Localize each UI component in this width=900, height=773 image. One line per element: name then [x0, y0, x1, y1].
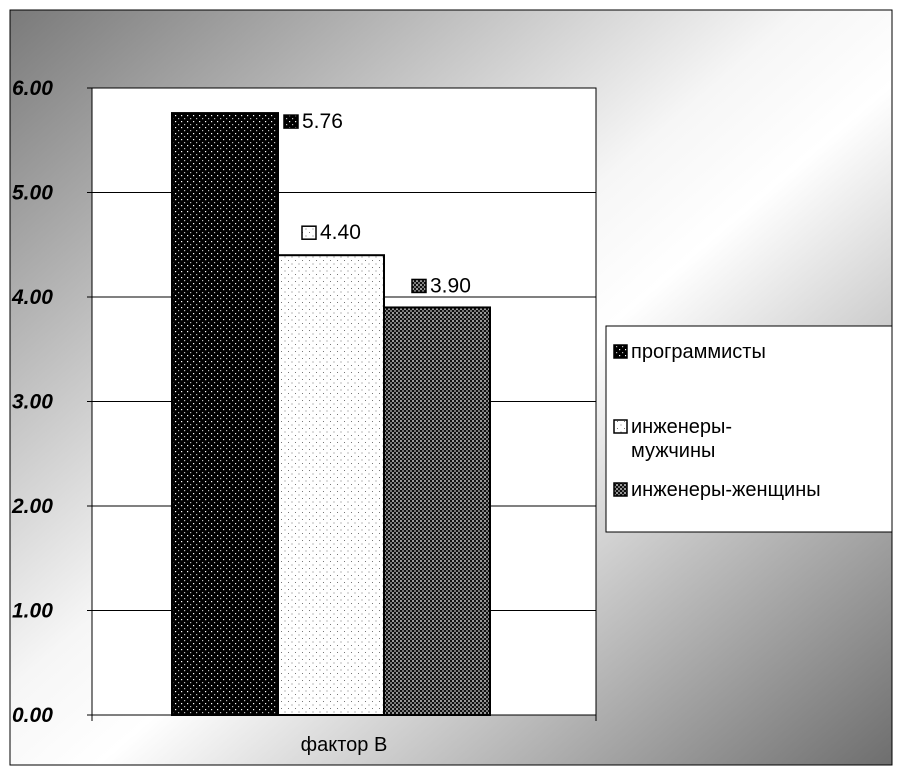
- data-label-key: [301, 225, 317, 240]
- legend-label: мужчины: [631, 440, 715, 462]
- bar-3: [383, 306, 491, 716]
- y-tick-label: 5.00: [12, 182, 53, 205]
- bar-2: [277, 254, 385, 716]
- legend-label: программисты: [631, 341, 766, 363]
- legend-swatch: [613, 344, 628, 359]
- y-axis: 0.00 1.00 2.00 3.00 4.00 5.00 6.00: [11, 77, 93, 727]
- y-tick-label: 0.00: [12, 704, 53, 727]
- legend-box: [605, 325, 893, 533]
- data-label-key: [283, 114, 299, 129]
- x-tick-label: фактор В: [301, 734, 388, 756]
- legend-swatch: [613, 419, 628, 434]
- legend: программисты инженеры-мужчины инженеры-жен…: [605, 325, 893, 533]
- data-labels: 5.76 4.40 3.90: [283, 110, 471, 297]
- data-label-key: [411, 278, 427, 294]
- bars: [171, 112, 491, 716]
- legend-label: инженеры-: [631, 416, 732, 438]
- data-label: 3.90: [430, 274, 471, 297]
- data-label: 5.76: [302, 110, 343, 133]
- x-axis: фактор В: [91, 714, 597, 756]
- bar-1: [171, 112, 279, 716]
- data-label: 4.40: [320, 221, 361, 244]
- legend-swatch: [613, 482, 628, 497]
- y-tick-label: 3.00: [12, 391, 53, 414]
- legend-label: инженеры-женщины: [631, 479, 821, 501]
- y-tick-label: 4.00: [11, 286, 53, 309]
- y-tick-label: 2.00: [11, 495, 53, 518]
- y-tick-label: 1.00: [12, 600, 53, 623]
- y-tick-label: 6.00: [12, 77, 53, 100]
